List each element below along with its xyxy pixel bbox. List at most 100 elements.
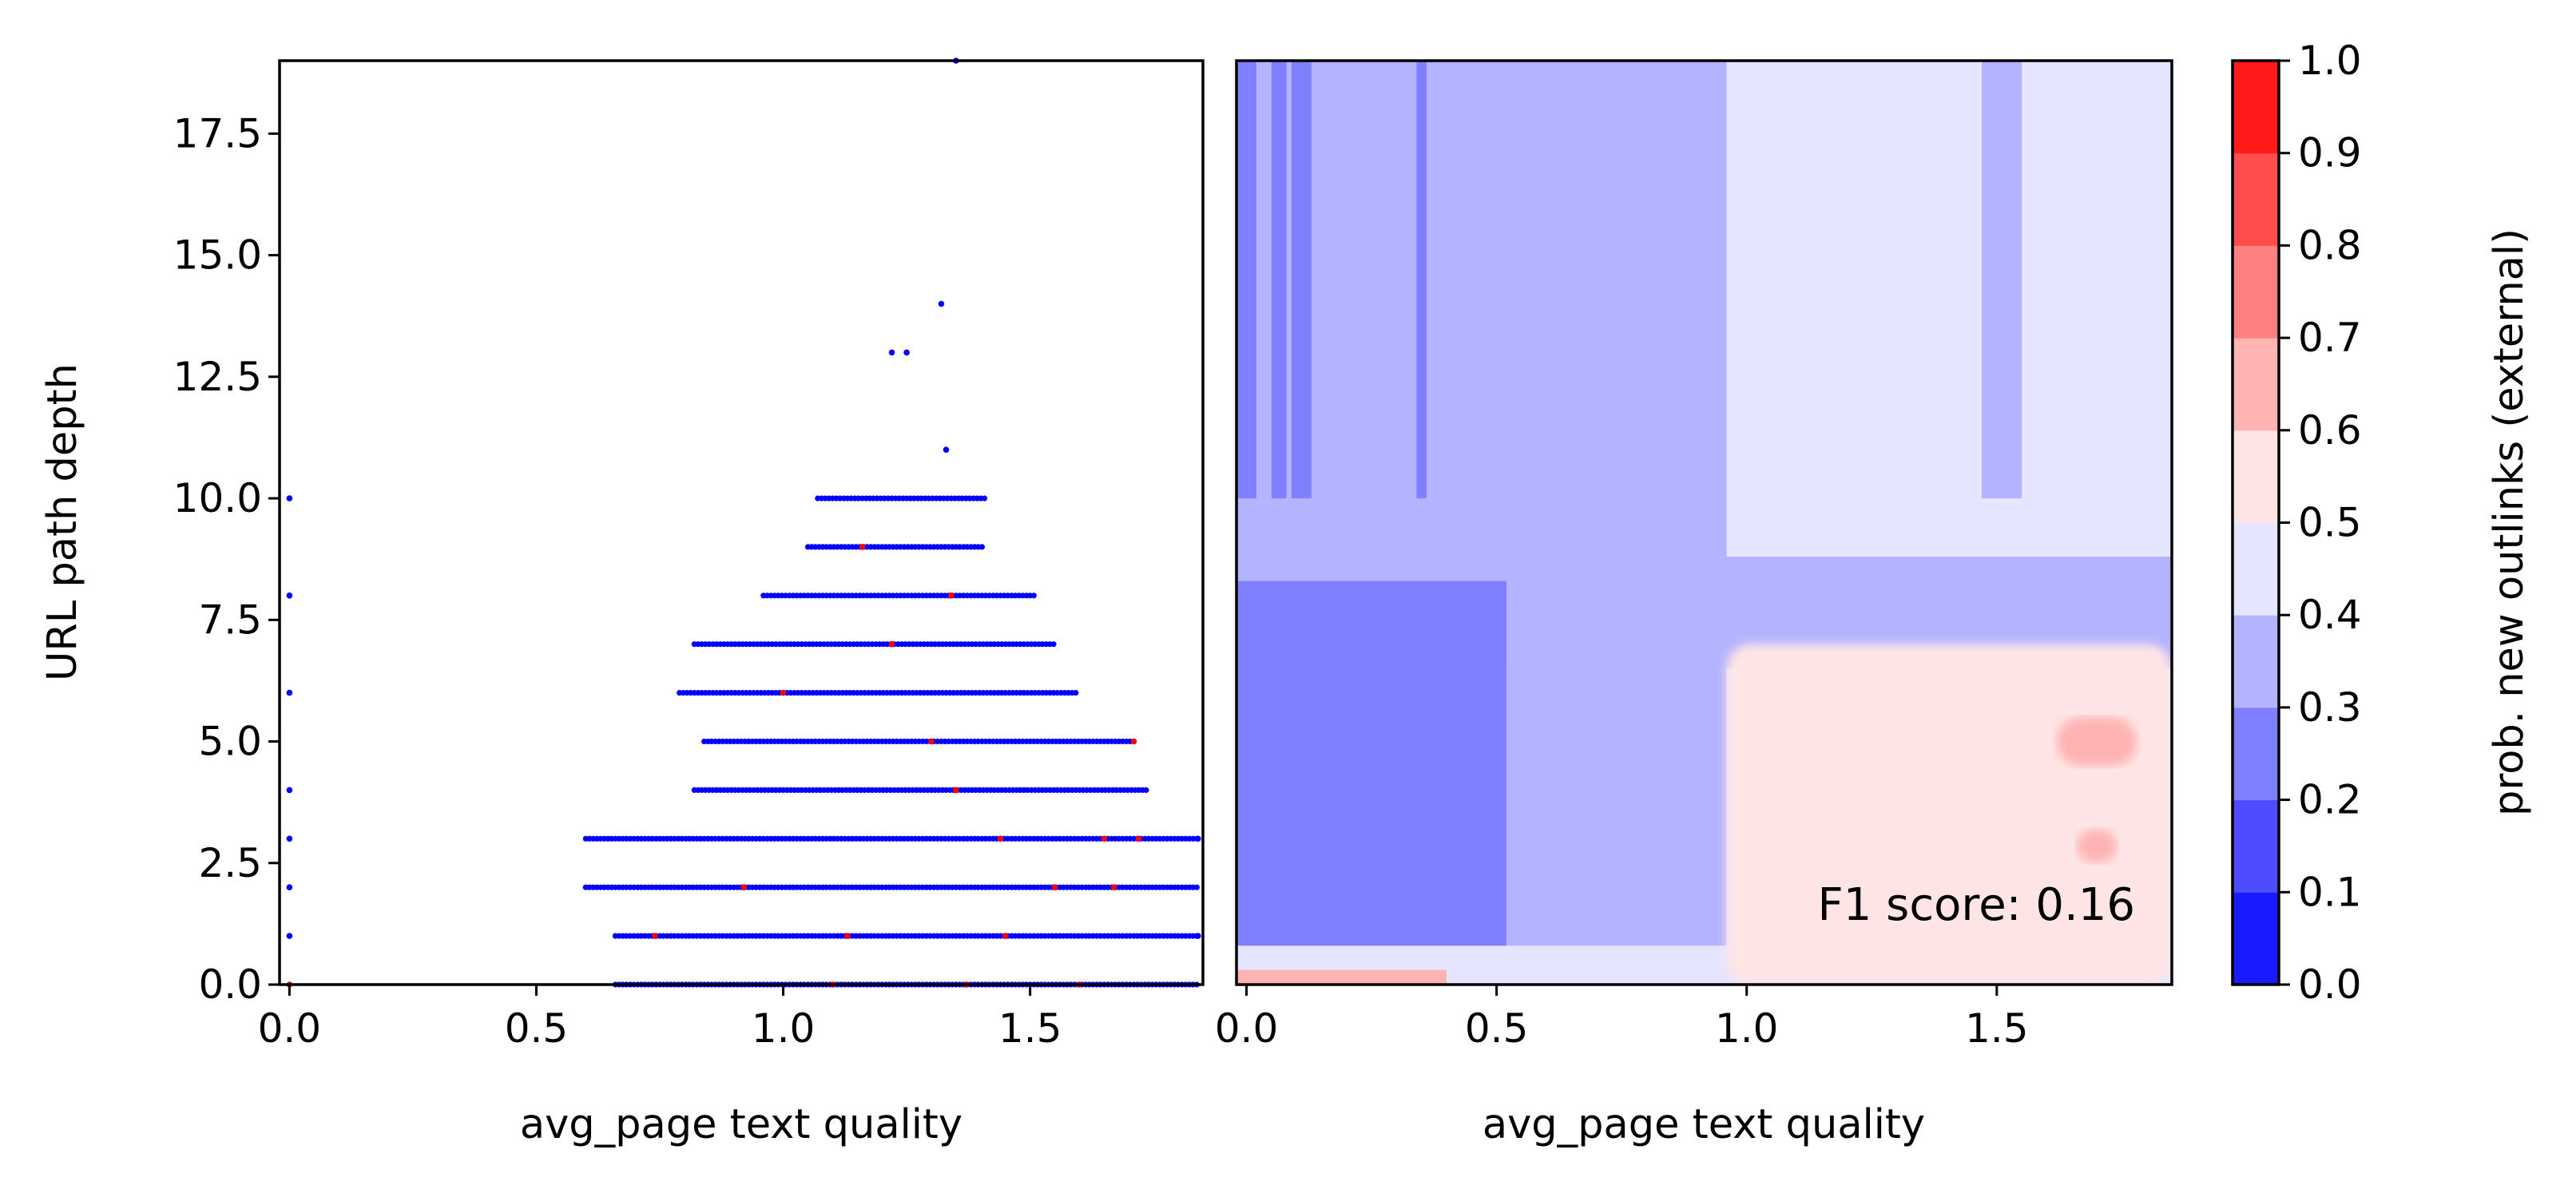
scatter-point (286, 933, 293, 939)
colorbar-tick-label: 0.7 (2298, 315, 2362, 361)
scatter-point-positive (928, 738, 935, 745)
y-tick-label: 10.0 (173, 475, 262, 521)
scatter-point (1050, 641, 1057, 648)
scatter-x-label: avg_page text quality (520, 1101, 963, 1148)
contour-region-hot-spot-2 (2077, 829, 2118, 863)
scatter-point-positive (997, 835, 1004, 842)
contour-frame (1235, 59, 2173, 986)
scatter-x-ticks: 0.0 0.5 1.0 1.5 (258, 985, 1062, 1052)
contour-panel: 0.0 0.5 1.0 1.5 F1 score: 0.16 avg_page tex… (1215, 59, 2173, 1148)
colorbar-segment (2233, 153, 2279, 246)
contour-region-left-vertical-stripe-3 (1291, 61, 1312, 499)
x-tick-label: 1.5 (1965, 1005, 2029, 1052)
scatter-point (1030, 593, 1037, 599)
x-tick-label: 1.0 (1715, 1005, 1779, 1052)
y-tick-label: 0.0 (198, 961, 262, 1008)
scatter-point-positive (652, 933, 658, 939)
colorbar-tick-label: 0.6 (2298, 407, 2362, 454)
colorbar-segment (2233, 245, 2279, 339)
colorbar-segment (2233, 522, 2279, 616)
colorbar-tick-label: 0.0 (2298, 961, 2362, 1008)
y-tick-label: 5.0 (198, 719, 262, 765)
contour-region-bottom-strip (1236, 969, 1447, 985)
scatter-point-positive (859, 544, 866, 550)
scatter-point-positive (740, 884, 747, 890)
colorbar-tick-label: 0.2 (2298, 777, 2362, 823)
x-tick-label: 0.0 (1215, 1005, 1279, 1052)
scatter-point-positive (888, 640, 895, 648)
colorbar-ticks: 0.0 0.1 0.2 0.3 0.4 0.5 0.6 0.7 0.8 0.9 1.0 (2279, 38, 2362, 1008)
scatter-point (943, 446, 950, 453)
colorbar-tick-label: 0.5 (2298, 500, 2362, 546)
contour-region-lower-right-field (1726, 644, 2172, 985)
x-tick-label: 1.0 (752, 1005, 816, 1052)
colorbar-tick-label: 0.4 (2298, 592, 2362, 638)
scatter-panel: 0.0 2.5 5.0 7.5 10.0 12.5 15.0 17.5 0.0 0.5 1.0 1.… (39, 57, 1205, 1148)
scatter-point (286, 593, 293, 599)
colorbar-segment (2233, 61, 2279, 154)
colorbar-tick-label: 0.3 (2298, 684, 2362, 731)
scatter-points (286, 57, 1201, 988)
scatter-y-ticks: 0.0 2.5 5.0 7.5 10.0 12.5 15.0 17.5 (173, 110, 280, 1008)
scatter-point (978, 544, 985, 550)
colorbar-tick-label: 0.8 (2298, 222, 2362, 268)
scatter-point (286, 835, 293, 842)
y-tick-label: 15.0 (173, 232, 262, 279)
y-tick-label: 12.5 (173, 354, 262, 400)
scatter-point (1073, 690, 1079, 696)
scatter-point (888, 349, 895, 356)
scatter-y-label: URL path depth (39, 363, 86, 681)
colorbar-tick-label: 0.1 (2298, 869, 2362, 915)
colorbar-segment (2233, 615, 2279, 708)
scatter-point-positive (1002, 933, 1009, 939)
contour-region-upper-left-band (1236, 61, 1727, 557)
scatter-point-positive (1130, 738, 1137, 745)
scatter-point (1195, 933, 1201, 939)
f1-score-annotation: F1 score: 0.16 (1818, 879, 2135, 931)
colorbar-tick-label: 1.0 (2298, 38, 2362, 84)
colorbar-segment (2233, 799, 2279, 893)
y-tick-label: 2.5 (198, 840, 262, 886)
scatter-point (981, 495, 988, 501)
scatter-point (1143, 787, 1149, 794)
colorbar: 0.0 0.1 0.2 0.3 0.4 0.5 0.6 0.7 0.8 0.9 1.0 prob. … (2231, 38, 2533, 1008)
scatter-point-positive (1110, 884, 1117, 890)
scatter-point (286, 787, 293, 794)
scatter-point (938, 300, 945, 307)
contour-region-upper-right-band (1726, 61, 2172, 557)
contour-x-label: avg_page text quality (1482, 1101, 1925, 1148)
colorbar-segment (2233, 430, 2279, 523)
contour-regions (1236, 61, 2172, 985)
x-tick-label: 0.5 (1465, 1005, 1529, 1052)
scatter-point (1193, 884, 1200, 890)
x-tick-label: 0.0 (258, 1005, 322, 1052)
contour-region-right-vertical-stripe (1982, 61, 2022, 499)
colorbar-segment (2233, 707, 2279, 801)
scatter-point-positive (947, 593, 955, 599)
colorbar-segment (2233, 892, 2279, 985)
y-tick-label: 17.5 (173, 110, 262, 157)
scatter-point-positive (1051, 884, 1058, 890)
contour-region-left-vertical-stripe-1 (1236, 61, 1256, 499)
contour-region-lower-left-block (1236, 581, 1507, 946)
scatter-point-positive (844, 933, 851, 939)
scatter-point (286, 689, 293, 696)
contour-region-lower-mid-block (1506, 605, 1727, 946)
y-tick-label: 7.5 (198, 596, 262, 643)
scatter-point-positive (1101, 835, 1108, 842)
scatter-point-positive (780, 689, 787, 696)
scatter-plot-area (280, 61, 1203, 985)
colorbar-tick-label: 0.9 (2298, 130, 2362, 176)
x-tick-label: 0.5 (505, 1005, 569, 1052)
contour-x-ticks: 0.0 0.5 1.0 1.5 (1215, 985, 2029, 1052)
scatter-point (903, 349, 910, 356)
contour-region-left-vertical-stripe-4 (1416, 61, 1427, 499)
x-tick-label: 1.5 (998, 1005, 1062, 1052)
colorbar-segment (2233, 338, 2279, 431)
scatter-point (286, 884, 293, 890)
scatter-point-positive (953, 787, 959, 794)
colorbar-segments (2233, 61, 2279, 985)
scatter-frame (278, 59, 1205, 986)
scatter-point (286, 495, 293, 501)
